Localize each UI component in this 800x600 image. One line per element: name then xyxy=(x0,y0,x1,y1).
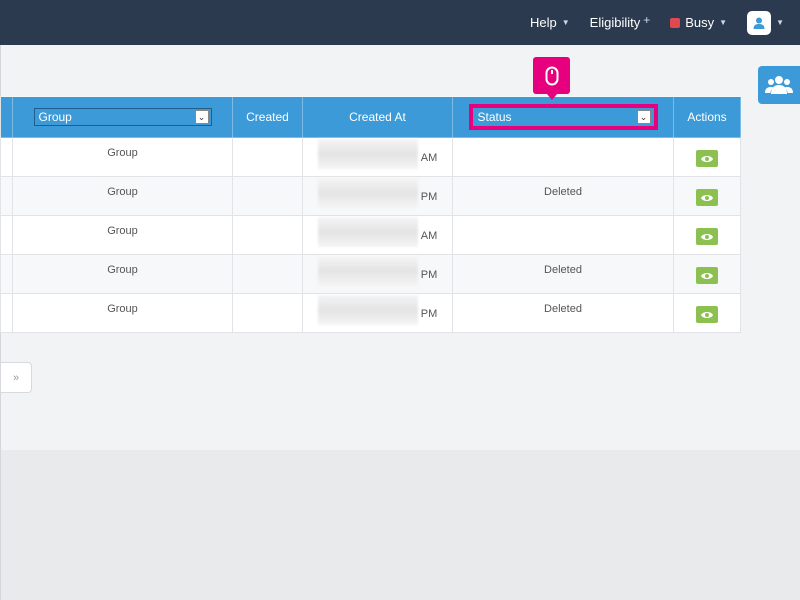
table-row: Group PM Deleted xyxy=(0,176,741,216)
status-cell: Deleted xyxy=(452,254,674,294)
status-filter-select[interactable]: Status ⌄ xyxy=(472,108,654,126)
actions-cell xyxy=(673,215,741,255)
avatar xyxy=(747,10,772,35)
table-row: Group PM Deleted xyxy=(0,254,741,294)
group-cell: Group xyxy=(12,293,233,333)
help-menu[interactable]: Help ▼ xyxy=(530,15,570,30)
group-cell: Group xyxy=(12,137,233,177)
eye-icon xyxy=(701,272,713,279)
records-table: Group ⌄ Created Created At Status ⌄ Acti… xyxy=(0,96,741,333)
users-group-icon xyxy=(765,76,793,94)
header-created[interactable]: Created xyxy=(232,96,303,138)
click-indicator xyxy=(533,57,570,100)
eye-icon xyxy=(701,233,713,240)
created-at-cell: PM xyxy=(302,254,453,294)
status-filter-label: Status xyxy=(477,110,512,124)
created-at-cell: PM xyxy=(302,176,453,216)
eye-icon xyxy=(701,194,713,201)
created-cell xyxy=(232,215,303,255)
time-suffix: AM xyxy=(420,230,438,242)
status-cell: Deleted xyxy=(452,176,674,216)
header-actions: Actions xyxy=(673,96,741,138)
status-label: Busy xyxy=(685,15,715,30)
status-cell xyxy=(452,215,674,255)
created-cell xyxy=(232,254,303,294)
eligibility-menu[interactable]: Eligibility + xyxy=(589,12,651,31)
time-suffix: AM xyxy=(420,152,438,164)
redacted-date xyxy=(317,295,418,325)
chevron-down-icon: ▼ xyxy=(561,18,570,27)
status-cell: Deleted xyxy=(452,293,674,333)
view-button[interactable] xyxy=(696,267,718,284)
row-edge-cell xyxy=(0,176,13,216)
group-filter-select[interactable]: Group ⌄ xyxy=(33,108,212,126)
pagination-next-button[interactable]: » xyxy=(0,362,32,393)
created-at-cell: AM xyxy=(302,137,453,177)
chevron-down-icon: ⌄ xyxy=(636,110,651,124)
created-cell xyxy=(232,293,303,333)
header-status: Status ⌄ xyxy=(452,96,674,138)
view-button[interactable] xyxy=(696,150,718,167)
table-row: Group AM xyxy=(0,137,741,177)
row-edge-cell xyxy=(0,137,13,177)
user-menu[interactable]: ▼ xyxy=(747,10,784,35)
group-cell: Group xyxy=(12,254,233,294)
redacted-date xyxy=(317,256,418,286)
view-button[interactable] xyxy=(696,228,718,245)
eye-icon xyxy=(701,155,713,162)
row-edge-cell xyxy=(0,215,13,255)
actions-cell xyxy=(673,176,741,216)
actions-cell xyxy=(673,254,741,294)
row-edge-cell xyxy=(0,293,13,333)
mouse-icon xyxy=(545,66,558,85)
group-cell: Group xyxy=(12,176,233,216)
created-cell xyxy=(232,176,303,216)
status-menu[interactable]: Busy ▼ xyxy=(670,15,727,30)
actions-cell xyxy=(673,137,741,177)
chevron-down-icon: ▼ xyxy=(776,18,784,27)
redacted-date xyxy=(317,178,418,208)
status-filter-highlight: Status ⌄ xyxy=(468,104,658,130)
group-filter-label: Group xyxy=(38,110,72,124)
header-created-at[interactable]: Created At xyxy=(302,96,453,138)
top-navbar: Help ▼ Eligibility + Busy ▼ ▼ xyxy=(0,0,800,45)
actions-cell xyxy=(673,293,741,333)
created-at-cell: AM xyxy=(302,215,453,255)
contacts-panel-button[interactable] xyxy=(758,66,800,104)
time-suffix: PM xyxy=(420,269,438,281)
created-at-cell: PM xyxy=(302,293,453,333)
next-page-label: » xyxy=(12,371,20,384)
chevron-down-icon: ▼ xyxy=(719,18,728,27)
table-header-row: Group ⌄ Created Created At Status ⌄ Acti… xyxy=(0,96,741,138)
user-icon xyxy=(753,17,765,29)
row-edge-cell xyxy=(0,254,13,294)
header-group: Group ⌄ xyxy=(12,96,233,138)
created-cell xyxy=(232,137,303,177)
table-row: Group AM xyxy=(0,215,741,255)
view-button[interactable] xyxy=(696,189,718,206)
view-button[interactable] xyxy=(696,306,718,323)
footer-area xyxy=(0,450,800,600)
status-cell xyxy=(452,137,674,177)
group-cell: Group xyxy=(12,215,233,255)
time-suffix: PM xyxy=(420,308,438,320)
table-row: Group PM Deleted xyxy=(0,293,741,333)
redacted-date xyxy=(317,139,418,169)
busy-status-dot xyxy=(670,17,681,28)
time-suffix: PM xyxy=(420,191,438,203)
chevron-down-icon: ⌄ xyxy=(194,110,209,124)
help-label: Help xyxy=(529,15,557,30)
plus-icon: + xyxy=(643,12,651,27)
header-cell-edge xyxy=(0,96,13,138)
eligibility-label: Eligibility xyxy=(589,15,641,30)
redacted-date xyxy=(317,217,418,247)
eye-icon xyxy=(701,311,713,318)
